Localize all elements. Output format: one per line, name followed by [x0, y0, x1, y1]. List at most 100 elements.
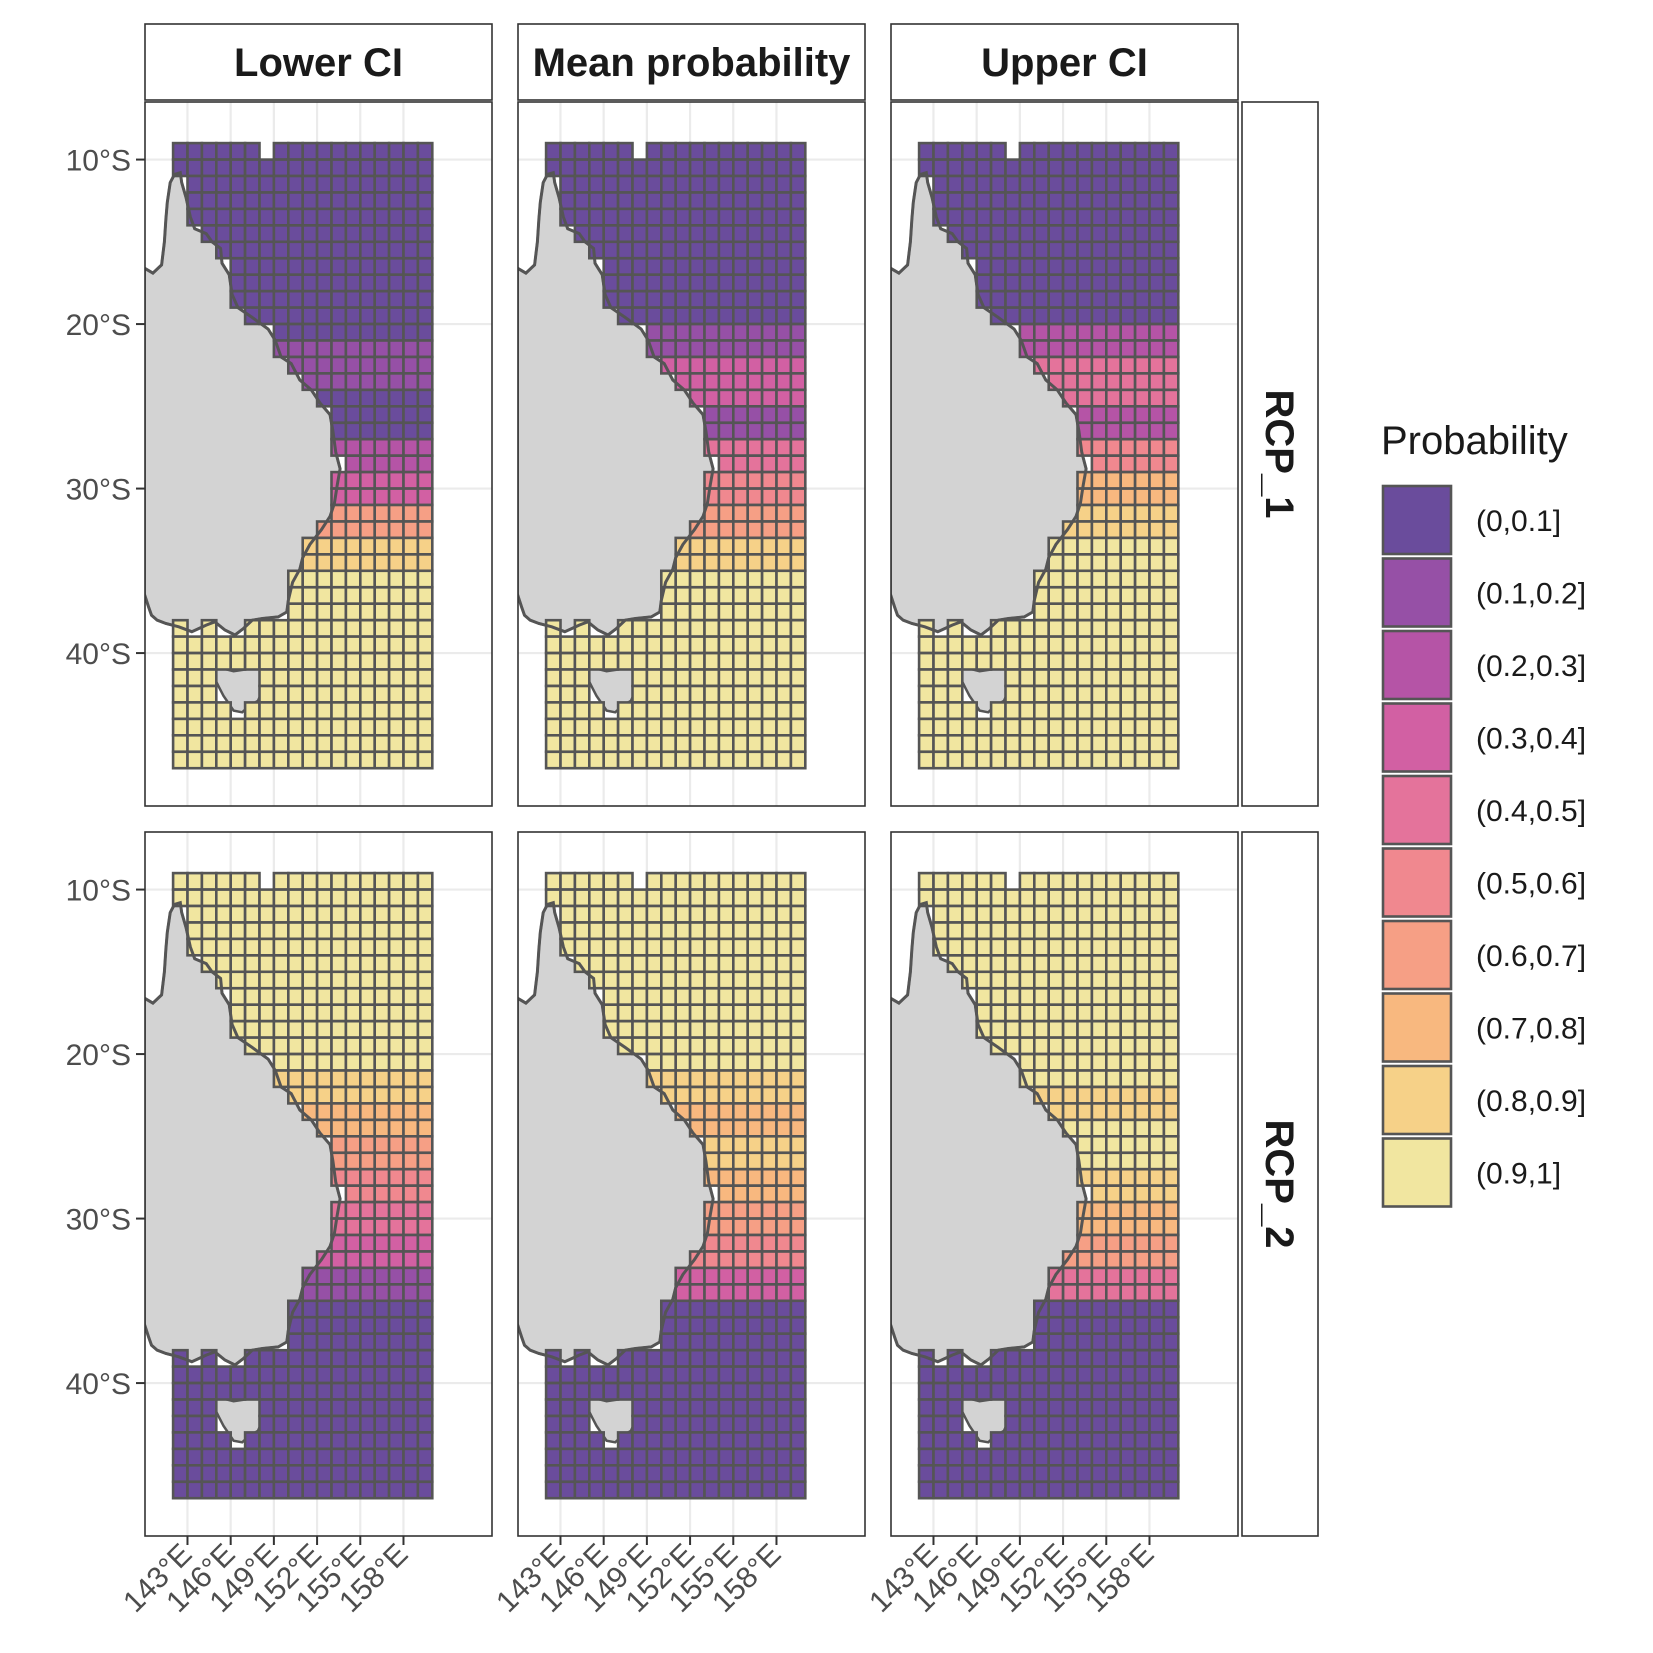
grid-cell — [229, 158, 247, 178]
grid-cell — [200, 733, 218, 753]
grid-cell — [315, 888, 333, 908]
grid-cell — [544, 651, 562, 671]
grid-cell — [358, 970, 376, 990]
grid-cell — [645, 256, 663, 276]
grid-cell — [989, 256, 1007, 276]
grid-cell — [344, 536, 362, 556]
grid-cell — [659, 1052, 677, 1072]
grid-cell — [402, 970, 420, 990]
grid-cell — [746, 1233, 764, 1253]
grid-cell — [1076, 569, 1094, 589]
grid-cell — [674, 750, 692, 770]
grid-cell — [1047, 585, 1065, 605]
grid-cell — [674, 240, 692, 260]
grid-cell — [402, 701, 420, 721]
grid-cell — [402, 602, 420, 622]
grid-cell — [258, 1036, 276, 1056]
grid-cell — [717, 437, 735, 457]
grid-cell — [703, 1036, 721, 1056]
grid-cell — [544, 1414, 562, 1434]
grid-cell — [688, 937, 706, 957]
grid-cell — [760, 1217, 778, 1237]
grid-cell — [330, 520, 348, 540]
grid-cell — [229, 224, 247, 244]
grid-cell — [688, 553, 706, 573]
grid-cell — [602, 1365, 620, 1385]
grid-cell — [1148, 888, 1166, 908]
grid-cell — [286, 1332, 304, 1352]
grid-cell — [373, 404, 391, 424]
grid-cell — [258, 158, 276, 178]
grid-cell — [1105, 937, 1123, 957]
grid-cell — [416, 1052, 434, 1072]
grid-cell — [975, 733, 993, 753]
grid-cell — [416, 1085, 434, 1105]
grid-cell — [1047, 1052, 1065, 1072]
grid-cell — [917, 1431, 935, 1451]
grid-cell — [775, 421, 793, 441]
grid-cell — [1047, 668, 1065, 688]
grid-cell — [631, 1464, 649, 1484]
grid-cell — [315, 273, 333, 293]
grid-cell — [703, 970, 721, 990]
grid-cell — [330, 569, 348, 589]
grid-cell — [1004, 668, 1022, 688]
grid-cell — [286, 273, 304, 293]
grid-cell — [344, 717, 362, 737]
grid-cell — [330, 1003, 348, 1023]
grid-cell — [373, 1052, 391, 1072]
grid-cell — [330, 954, 348, 974]
grid-cell — [789, 1217, 807, 1237]
grid-cell — [1133, 733, 1151, 753]
grid-cell — [1148, 1299, 1166, 1319]
grid-cell — [760, 1135, 778, 1155]
grid-cell — [1162, 1299, 1180, 1319]
grid-cell — [215, 701, 233, 721]
grid-cell — [789, 191, 807, 211]
grid-cell — [789, 289, 807, 309]
coastline — [891, 170, 1088, 637]
grid-cell — [975, 954, 993, 974]
grid-cell — [229, 970, 247, 990]
grid-cell — [315, 1480, 333, 1500]
grid-cell — [358, 470, 376, 490]
grid-cell — [559, 668, 577, 688]
grid-cell — [1090, 937, 1108, 957]
grid-cell — [932, 871, 950, 891]
grid-cell — [373, 1447, 391, 1467]
grid-cell — [775, 141, 793, 161]
grid-cell — [330, 1069, 348, 1089]
grid-cell — [1162, 536, 1180, 556]
grid-cell — [1033, 224, 1051, 244]
grid-cell — [717, 937, 735, 957]
grid-cell — [301, 306, 319, 326]
grid-cell — [616, 921, 634, 941]
grid-cell — [746, 1480, 764, 1500]
grid-cell — [775, 937, 793, 957]
grid-cell — [789, 635, 807, 655]
grid-cell — [272, 986, 290, 1006]
grid-cell — [416, 921, 434, 941]
grid-cell — [789, 1184, 807, 1204]
grid-cell — [1148, 437, 1166, 457]
grid-cell — [344, 207, 362, 227]
grid-cell — [631, 1431, 649, 1451]
grid-cell — [760, 339, 778, 359]
grid-cell — [1105, 421, 1123, 441]
grid-cell — [387, 536, 405, 556]
grid-cell — [1105, 921, 1123, 941]
grid-cell — [286, 750, 304, 770]
grid-cell — [1090, 306, 1108, 326]
grid-cell — [402, 937, 420, 957]
grid-cell — [616, 970, 634, 990]
grid-cell — [301, 585, 319, 605]
grid-cell — [789, 618, 807, 638]
grid-cell — [416, 1167, 434, 1187]
grid-cell — [1047, 986, 1065, 1006]
grid-cell — [1133, 1184, 1151, 1204]
grid-cell — [631, 1365, 649, 1385]
grid-cell — [402, 322, 420, 342]
grid-cell — [1105, 306, 1123, 326]
grid-cell — [358, 306, 376, 326]
grid-cell — [789, 717, 807, 737]
